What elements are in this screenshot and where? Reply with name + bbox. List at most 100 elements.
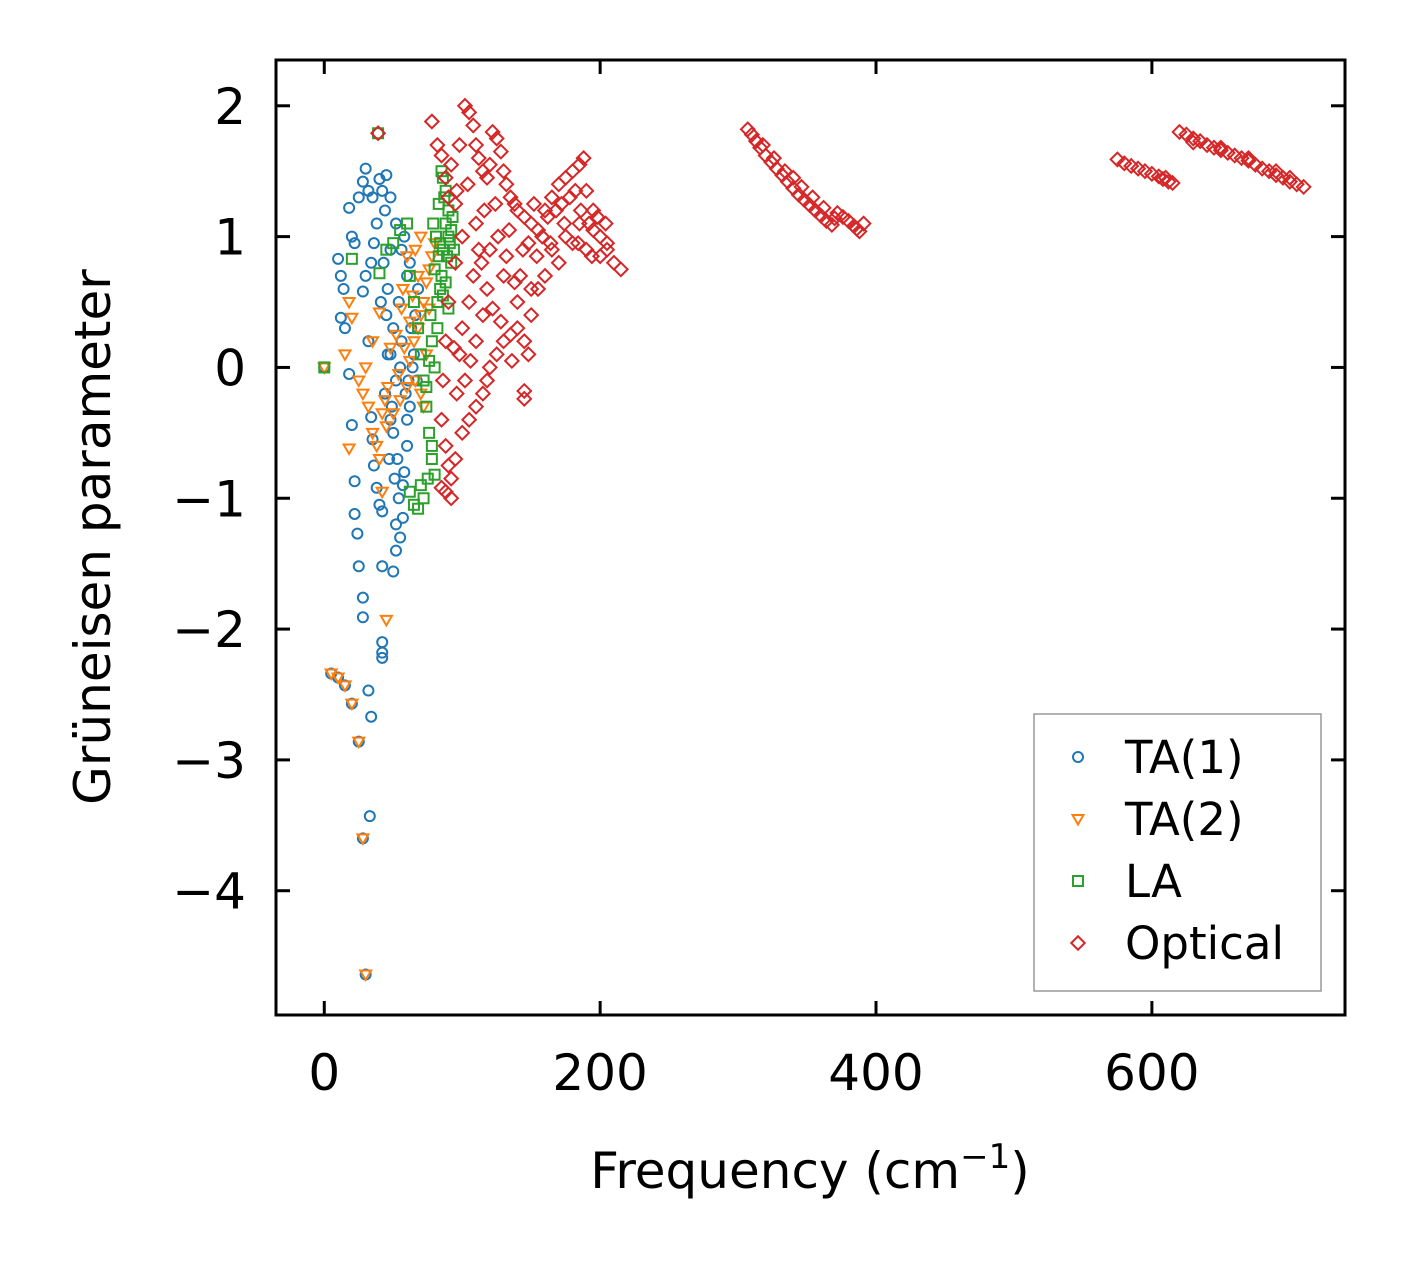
data-point xyxy=(416,297,431,310)
data-point xyxy=(776,163,794,180)
data-point xyxy=(423,113,441,130)
data-point xyxy=(442,302,455,315)
data-point xyxy=(1157,169,1174,186)
y-tick-label: −3 xyxy=(172,732,246,790)
data-point xyxy=(419,277,434,290)
data-point xyxy=(352,560,365,573)
data-point xyxy=(330,672,346,685)
data-point xyxy=(523,280,540,298)
data-point xyxy=(356,175,369,188)
data-point xyxy=(454,228,471,245)
data-point xyxy=(478,372,496,389)
data-point xyxy=(341,297,357,310)
data-point xyxy=(447,450,464,468)
data-point xyxy=(388,472,401,485)
data-point xyxy=(1267,163,1285,180)
y-axis-label: Grüneisen parameter xyxy=(64,269,122,805)
data-point xyxy=(390,518,403,531)
data-point xyxy=(1160,173,1177,190)
data-point xyxy=(398,466,411,479)
data-point xyxy=(431,322,444,335)
data-point xyxy=(467,215,485,232)
data-point xyxy=(413,310,429,323)
legend-item: LA xyxy=(1072,855,1182,908)
data-point xyxy=(369,440,384,454)
data-point xyxy=(370,217,383,230)
data-point xyxy=(374,486,390,500)
data-point xyxy=(417,374,430,387)
data-point xyxy=(359,269,372,282)
data-point xyxy=(425,439,438,452)
data-point xyxy=(394,224,407,237)
data-point xyxy=(395,283,411,297)
data-point xyxy=(804,189,821,206)
data-point xyxy=(394,361,407,374)
data-point xyxy=(473,254,490,271)
legend: TA(1) TA(2) LA Optical xyxy=(1033,713,1322,992)
series-ta-2 xyxy=(317,231,442,982)
data-point xyxy=(403,400,416,413)
data-point xyxy=(470,149,487,167)
data-point xyxy=(383,453,396,466)
data-point xyxy=(465,267,482,285)
data-point xyxy=(495,163,512,180)
data-point xyxy=(396,479,409,492)
data-point xyxy=(445,339,463,356)
data-point xyxy=(481,241,498,258)
data-point xyxy=(384,191,397,204)
data-point xyxy=(376,184,389,197)
series-la xyxy=(318,127,460,515)
data-point xyxy=(437,169,454,186)
data-point xyxy=(460,411,478,428)
data-point xyxy=(380,382,395,395)
data-point xyxy=(547,202,565,219)
data-point xyxy=(492,313,509,330)
data-point xyxy=(506,195,523,213)
data-point xyxy=(387,426,400,439)
data-point xyxy=(443,490,460,507)
data-point xyxy=(503,352,521,370)
data-point xyxy=(598,234,616,252)
data-point xyxy=(365,427,380,441)
data-point xyxy=(412,282,425,295)
data-point xyxy=(438,191,451,204)
data-point xyxy=(376,646,389,659)
data-point xyxy=(423,426,436,439)
data-point xyxy=(380,169,393,182)
y-tick-label: −2 xyxy=(172,601,246,659)
data-point xyxy=(381,282,394,295)
data-point xyxy=(470,241,487,258)
data-point xyxy=(399,251,415,264)
data-point xyxy=(815,199,832,216)
data-point xyxy=(557,228,574,245)
data-point xyxy=(597,215,614,232)
data-point xyxy=(1295,178,1312,196)
data-point xyxy=(413,231,429,245)
legend-marker xyxy=(1072,751,1084,763)
data-point xyxy=(379,614,394,628)
data-point xyxy=(556,215,573,232)
data-point xyxy=(359,162,372,175)
data-point xyxy=(397,342,412,356)
x-tick-label: 0 xyxy=(308,1044,340,1102)
data-point xyxy=(474,385,492,402)
data-point xyxy=(460,293,478,311)
data-point xyxy=(585,202,602,219)
data-point xyxy=(391,368,406,382)
data-point xyxy=(467,136,485,154)
data-point xyxy=(390,544,403,557)
data-point xyxy=(356,611,369,624)
data-point xyxy=(534,228,551,245)
data-point xyxy=(352,191,365,204)
data-point xyxy=(462,352,479,370)
data-point xyxy=(367,237,380,250)
data-point xyxy=(386,408,401,421)
data-point xyxy=(388,329,404,343)
data-point xyxy=(420,400,433,413)
data-point xyxy=(572,202,590,219)
data-point xyxy=(589,208,606,226)
data-point xyxy=(467,398,485,415)
data-point xyxy=(424,309,437,322)
data-point xyxy=(374,296,387,309)
